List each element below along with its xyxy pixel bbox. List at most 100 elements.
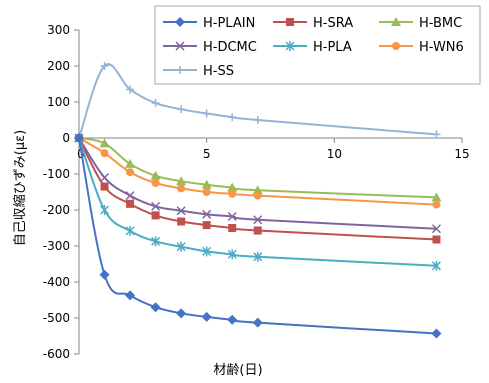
data-point-h-bmc [125, 158, 136, 168]
data-point-h-wn6 [177, 184, 186, 193]
data-point-h-plain [431, 328, 442, 339]
y-tick-label: 200 [47, 59, 70, 73]
data-point-h-pla [176, 241, 186, 252]
data-point-h-dcmc [100, 173, 110, 183]
data-point-h-ss [177, 105, 186, 114]
data-point-h-sra [100, 182, 109, 191]
data-point-h-plain [176, 308, 187, 319]
data-point-h-ss [126, 85, 135, 94]
series-h-bmc [74, 133, 442, 202]
data-point-h-sra [151, 211, 160, 220]
data-point-h-sra [432, 235, 441, 244]
data-point-h-sra [177, 217, 186, 226]
data-point-h-wn6 [228, 189, 237, 198]
data-point-h-dcmc [176, 206, 186, 216]
y-tick-label: -400 [43, 275, 70, 289]
y-tick-label: 300 [47, 23, 70, 37]
series-h-dcmc [74, 133, 441, 234]
data-point-h-bmc [99, 138, 110, 148]
series-line-h-wn6 [78, 137, 437, 206]
data-point-h-wn6 [432, 200, 441, 209]
legend-item-h-bmc: H-BMC [379, 16, 462, 31]
data-point-h-pla [125, 225, 135, 236]
data-point-h-bmc [431, 192, 442, 202]
data-point-h-sra [253, 226, 262, 235]
y-tick-label: -200 [43, 203, 70, 217]
data-point-h-plain [227, 314, 238, 325]
data-point-h-pla [253, 251, 263, 262]
series-line-h-bmc [78, 137, 437, 199]
legend-label: H-BMC [419, 16, 462, 31]
series-h-sra [75, 134, 441, 244]
data-point-h-plain [150, 302, 161, 313]
y-tick-label: -600 [43, 347, 70, 361]
legend-label: H-SS [203, 64, 234, 79]
legend-label: H-SRA [313, 16, 353, 31]
legend-item-h-pla: H-PLA [273, 40, 352, 55]
data-point-h-wn6 [100, 149, 109, 158]
y-tick-label: -500 [43, 311, 70, 325]
legend-swatch-marker [175, 17, 185, 27]
series-h-plain [74, 133, 442, 339]
legend-swatch-marker [286, 18, 294, 26]
data-point-h-wn6 [151, 179, 160, 187]
data-point-h-ss [432, 130, 441, 139]
data-point-h-pla [202, 246, 212, 257]
legend-label: H-DCMC [203, 40, 257, 55]
legend-label: H-PLA [313, 40, 352, 55]
data-point-h-bmc [150, 170, 161, 180]
y-axis-title: 自己収縮ひずみ(με) [12, 130, 28, 246]
data-point-h-dcmc [227, 211, 237, 222]
data-point-h-ss [100, 62, 109, 70]
y-tick-label: 0 [62, 131, 70, 145]
data-point-h-ss [151, 99, 160, 108]
legend-label: H-WN6 [419, 40, 464, 55]
data-point-h-wn6 [253, 191, 262, 200]
data-point-h-wn6 [126, 168, 135, 177]
series-line-h-dcmc [78, 137, 437, 230]
data-point-h-dcmc [125, 191, 135, 201]
data-point-h-pla [100, 205, 110, 215]
data-point-h-ss [202, 109, 211, 118]
x-axis-title: 材齢(日) [213, 363, 262, 378]
legend-item-h-ss: H-SS [163, 64, 234, 79]
data-point-h-plain [252, 317, 263, 328]
data-point-h-plain [74, 133, 84, 143]
data-point-h-pla [227, 249, 237, 260]
data-point-h-sra [228, 224, 237, 232]
data-point-h-dcmc [431, 224, 441, 234]
data-point-h-ss [253, 116, 262, 124]
data-point-h-dcmc [202, 209, 212, 219]
series-line-h-pla [78, 137, 437, 267]
y-tick-label: -100 [43, 167, 70, 181]
series-line-h-sra [78, 137, 437, 241]
data-point-h-plain [99, 269, 110, 280]
y-tick-label: -300 [43, 239, 70, 253]
data-point-h-dcmc [253, 215, 263, 225]
data-point-h-plain [125, 290, 136, 301]
data-point-h-pla [151, 236, 161, 247]
legend-swatch-marker [392, 42, 400, 50]
data-point-h-bmc [176, 176, 187, 186]
legend-swatch-marker [285, 41, 295, 51]
data-point-h-ss [228, 113, 237, 122]
data-point-h-wn6 [202, 188, 211, 196]
series-h-pla [74, 133, 441, 271]
x-tick-label: 5 [203, 147, 211, 161]
data-point-h-plain [201, 311, 212, 322]
data-point-h-sra [126, 199, 135, 208]
legend-box [154, 5, 481, 85]
data-point-h-sra [202, 221, 211, 230]
data-point-h-bmc [227, 182, 238, 192]
data-point-h-dcmc [151, 201, 161, 211]
legend-item-h-plain: H-PLAIN [163, 16, 255, 31]
series-h-wn6 [75, 134, 441, 209]
legend-label: H-PLAIN [203, 16, 255, 31]
legend-item-h-dcmc: H-DCMC [163, 40, 257, 55]
data-point-h-bmc [201, 179, 212, 189]
legend-item-h-sra: H-SRA [273, 16, 353, 31]
legend-swatch-marker [176, 66, 184, 74]
legend-item-h-wn6: H-WN6 [379, 40, 464, 55]
